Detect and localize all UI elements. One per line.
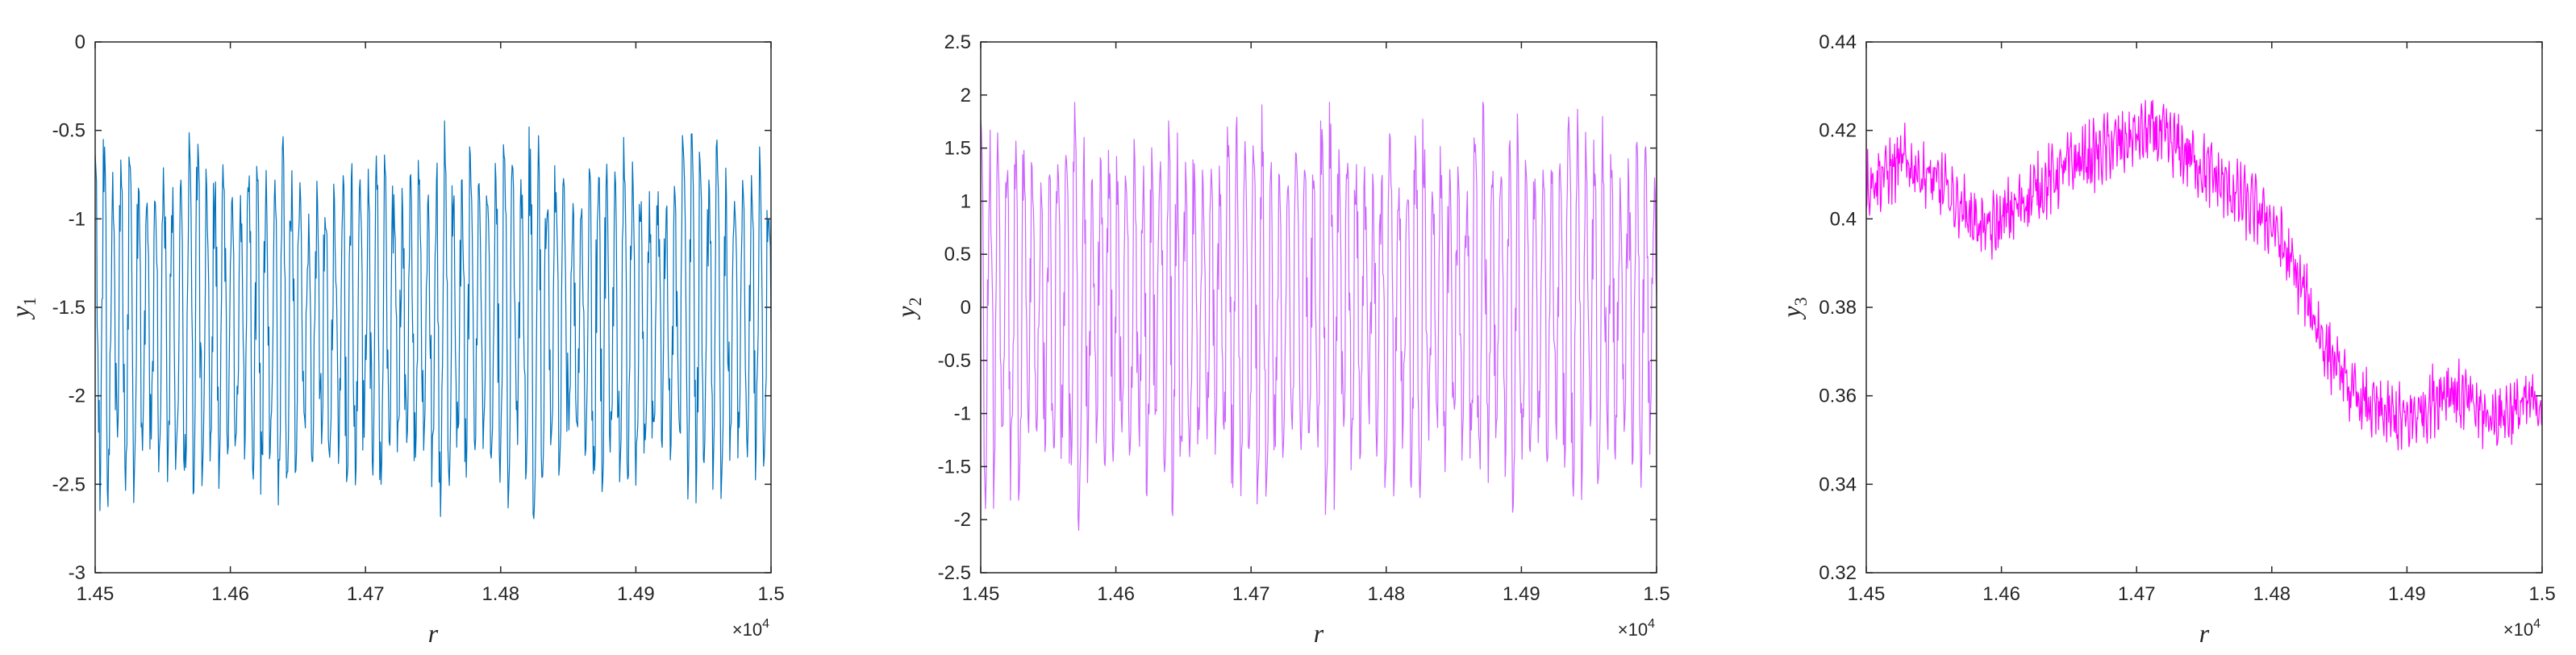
subplot-y1: 1.45 1.46 1.47 1.48 1.49 1.5 0 -0.5 -1 -1.5 -2 -2.5…: [6, 31, 785, 648]
axes-box: [1865, 41, 2543, 574]
subplot-y2: 1.45 1.46 1.47 1.48 1.49 1.5 2.5 2 1.5 1 0.5 0 -0.5 -…: [891, 31, 1670, 648]
x-axis-label: r: [2199, 619, 2210, 648]
y-tick-label: 0: [961, 297, 971, 319]
x-tick-label: 1.45: [1848, 583, 1886, 605]
x-tick-label: 1.48: [1367, 583, 1405, 605]
y-tick-label: 0: [75, 31, 85, 53]
x-exponent-label: ×104: [2503, 617, 2541, 640]
x-tick-label: 1.47: [347, 583, 385, 605]
y-tick-label: 0.4: [1830, 208, 1857, 230]
x-tick-label: 1.49: [1503, 583, 1540, 605]
x-tick-label: 1.45: [77, 583, 115, 605]
y-tick-label: -2.5: [938, 562, 971, 584]
y-tick-label: 1.5: [944, 138, 971, 160]
y-axis-label: y2: [891, 297, 925, 319]
x-exponent-label: ×104: [732, 617, 769, 640]
x-axis-label: r: [428, 619, 439, 648]
x-tick-label: 1.46: [1982, 583, 2020, 605]
y-tick-label: -2.5: [52, 474, 85, 495]
y-tick-label: -1: [954, 403, 971, 425]
y-tick-label: -1.5: [938, 456, 971, 478]
y-tick-label: 0.32: [1819, 562, 1857, 584]
x-exponent-label: ×104: [1618, 617, 1655, 640]
y-tick-label: -3: [69, 562, 85, 584]
x-tick-label: 1.46: [1097, 583, 1135, 605]
y-tick-label: 0.44: [1819, 31, 1857, 53]
subplot-y3: 1.45 1.46 1.47 1.48 1.49 1.5 0.44 0.42 0.4 0.38 0.…: [1777, 31, 2556, 648]
x-tick-label: 1.5: [2528, 583, 2555, 605]
x-tick-label: 1.47: [1232, 583, 1270, 605]
y-tick-label: 0.42: [1819, 120, 1857, 142]
y-tick-label: 2: [961, 85, 971, 106]
y-tick-label: -2: [69, 386, 85, 407]
y-axis-label: y3: [1777, 297, 1811, 319]
series-line-y1: [95, 120, 771, 519]
y-axis-label: y1: [6, 297, 40, 319]
x-tick-label: 1.5: [757, 583, 784, 605]
x-tick-label: 1.48: [481, 583, 519, 605]
y-tick-label: 0.34: [1819, 474, 1857, 495]
x-tick-label: 1.49: [2388, 583, 2426, 605]
x-tick-label: 1.5: [1643, 583, 1669, 605]
y-tick-label: 0.5: [944, 244, 971, 265]
y-tick-label: 0.36: [1819, 386, 1857, 407]
y-tick-label: -1.5: [52, 297, 85, 319]
y-tick-label: 1: [961, 190, 971, 212]
axes-box: [94, 41, 772, 574]
x-tick-label: 1.45: [962, 583, 1000, 605]
y-tick-label: -0.5: [52, 120, 85, 142]
x-axis-label: r: [1314, 619, 1324, 648]
x-tick-label: 1.47: [2118, 583, 2156, 605]
y-tick-label: -1: [69, 208, 85, 230]
series-line-y2: [981, 102, 1657, 532]
x-tick-label: 1.48: [2253, 583, 2290, 605]
x-tick-label: 1.46: [211, 583, 249, 605]
y-tick-label: 0.38: [1819, 297, 1857, 319]
y-tick-label: -2: [954, 509, 971, 531]
x-tick-label: 1.49: [617, 583, 655, 605]
series-line-y3: [1866, 99, 2542, 451]
y-tick-label: -0.5: [938, 350, 971, 372]
y-tick-label: 2.5: [944, 31, 971, 53]
